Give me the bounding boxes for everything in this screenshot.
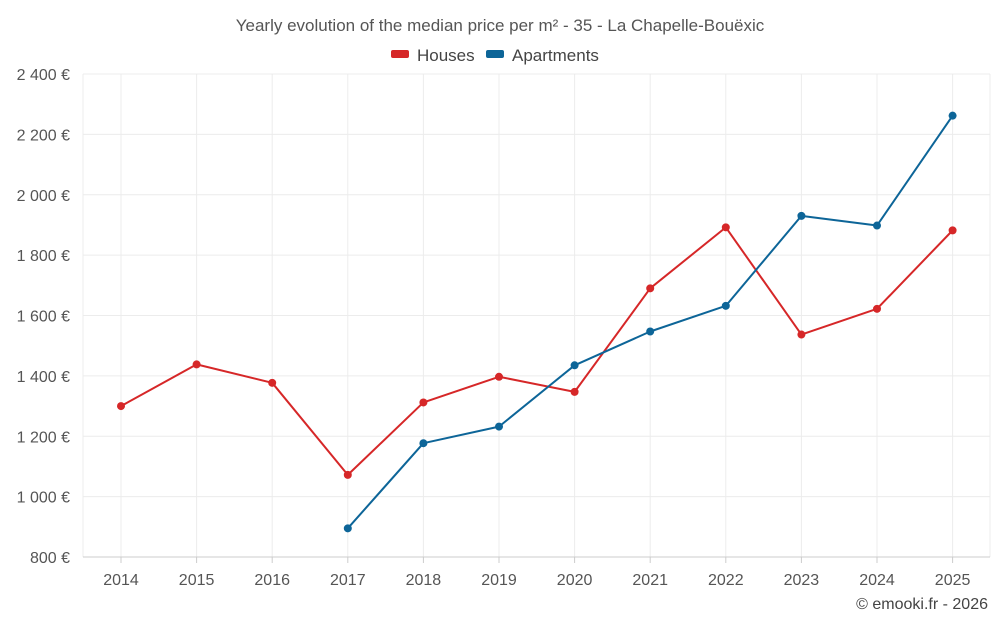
- y-tick-label: 800 €: [30, 550, 70, 567]
- legend-swatch-apartments: [486, 50, 504, 58]
- houses-point: [419, 398, 428, 407]
- x-tick-label: 2025: [935, 572, 971, 589]
- apartments-point: [721, 301, 730, 310]
- x-tick-label: 2018: [406, 572, 442, 589]
- y-axis: 800 € 1 000 € 1 200 € 1 400 € 1 600 € 1 800 €…: [17, 67, 70, 567]
- houses-point: [570, 387, 579, 396]
- x-tick-label: 2014: [103, 572, 139, 589]
- x-tick-label: 2024: [859, 572, 895, 589]
- apartments-point: [948, 111, 957, 120]
- x-tick-label: 2015: [179, 572, 215, 589]
- houses-point: [646, 284, 655, 293]
- houses-point: [797, 330, 806, 339]
- x-tick-label: 2017: [330, 572, 366, 589]
- x-axis: 2014 2015 2016 2017 2018 2019 2020 2021 2022 2023…: [83, 556, 990, 589]
- houses-point: [948, 226, 957, 235]
- legend-label-apartments: Apartments: [512, 46, 599, 65]
- apartments-point: [570, 361, 579, 370]
- houses-point: [495, 372, 503, 381]
- y-tick-label: 1 600 €: [17, 309, 70, 326]
- apartments-point: [646, 327, 655, 336]
- credit-text: © emooki.fr - 2026: [856, 596, 988, 613]
- apartments-point: [419, 439, 428, 448]
- apartments-point: [495, 422, 503, 431]
- plot-area: [117, 111, 957, 533]
- legend: Houses Apartments: [391, 46, 599, 65]
- x-tick-label: 2023: [784, 572, 820, 589]
- houses-line: [120, 226, 954, 476]
- houses-point: [192, 360, 201, 369]
- houses-point: [343, 470, 352, 479]
- x-tick-label: 2016: [254, 572, 290, 589]
- x-tick-label: 2020: [557, 572, 593, 589]
- y-tick-label: 1 200 €: [17, 429, 70, 446]
- legend-label-houses: Houses: [417, 46, 475, 65]
- y-tick-label: 2 200 €: [17, 127, 70, 144]
- houses-point: [268, 378, 277, 387]
- legend-swatch-houses: [391, 50, 409, 58]
- y-tick-label: 1 800 €: [17, 248, 70, 265]
- apartments-point: [797, 211, 806, 220]
- x-tick-label: 2022: [708, 572, 744, 589]
- y-tick-label: 1 400 €: [17, 369, 70, 386]
- houses-point: [873, 304, 881, 313]
- apartments-point: [343, 524, 352, 533]
- houses-point: [721, 223, 730, 232]
- x-tick-label: 2019: [481, 572, 517, 589]
- apartments-point: [873, 221, 881, 230]
- x-tick-label: 2021: [632, 572, 668, 589]
- y-tick-label: 2 400 €: [17, 67, 70, 84]
- chart-title: Yearly evolution of the median price per…: [236, 16, 765, 35]
- y-tick-label: 1 000 €: [17, 490, 70, 507]
- houses-point: [117, 402, 125, 411]
- y-tick-label: 2 000 €: [17, 188, 70, 205]
- grid: [82, 73, 991, 557]
